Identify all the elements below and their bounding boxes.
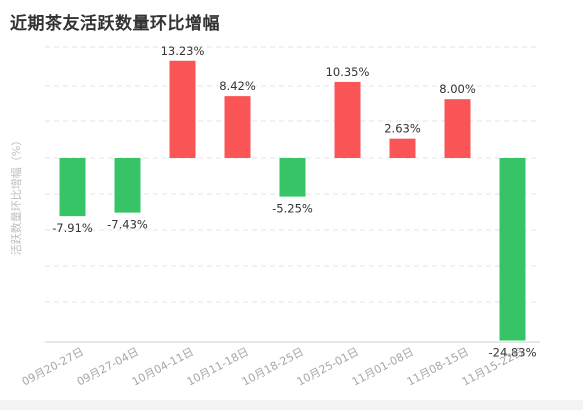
bar [389, 138, 416, 158]
bar [114, 158, 141, 213]
x-tick-label: 10月25-01日 [295, 345, 361, 388]
x-tick-label: 09月27-04日 [75, 345, 141, 388]
chart-title: 近期茶友活跃数量环比增幅 [10, 14, 220, 34]
x-tick-label: 10月11-18日 [185, 345, 251, 388]
footer-band [0, 400, 583, 410]
bar [224, 96, 251, 158]
value-labels: -7.91% -7.43% 13.23% 8.42% -5.25% 10.35% 2.63%… [52, 44, 536, 360]
data-label: -24.83% [489, 346, 537, 360]
data-label: 10.35% [326, 65, 370, 79]
data-label: -5.25% [272, 202, 313, 216]
x-tick-labels: 09月20-27日09月27-04日10月04-11日10月11-18日10月1… [20, 345, 526, 388]
bars [59, 60, 526, 341]
data-label: 2.63% [384, 122, 421, 136]
x-tick-label: 10月18-25日 [240, 345, 306, 388]
bar [279, 158, 306, 197]
data-label: -7.91% [52, 221, 93, 235]
bar [334, 81, 361, 158]
bar [444, 99, 471, 158]
bar [169, 60, 196, 158]
y-axis-label: 活跃数量环比增幅（%） [9, 135, 23, 255]
bar [499, 158, 526, 341]
data-label: 8.00% [439, 82, 476, 96]
x-tick-label: 10月04-11日 [130, 345, 196, 388]
x-tick-label: 11月01-08日 [350, 345, 416, 388]
x-tick-label: 11月08-15日 [405, 345, 471, 388]
x-tick-label: 09月20-27日 [20, 345, 86, 388]
data-label: -7.43% [107, 218, 148, 232]
data-label: 13.23% [161, 44, 205, 58]
data-label: 8.42% [219, 79, 256, 93]
bar [59, 158, 86, 217]
